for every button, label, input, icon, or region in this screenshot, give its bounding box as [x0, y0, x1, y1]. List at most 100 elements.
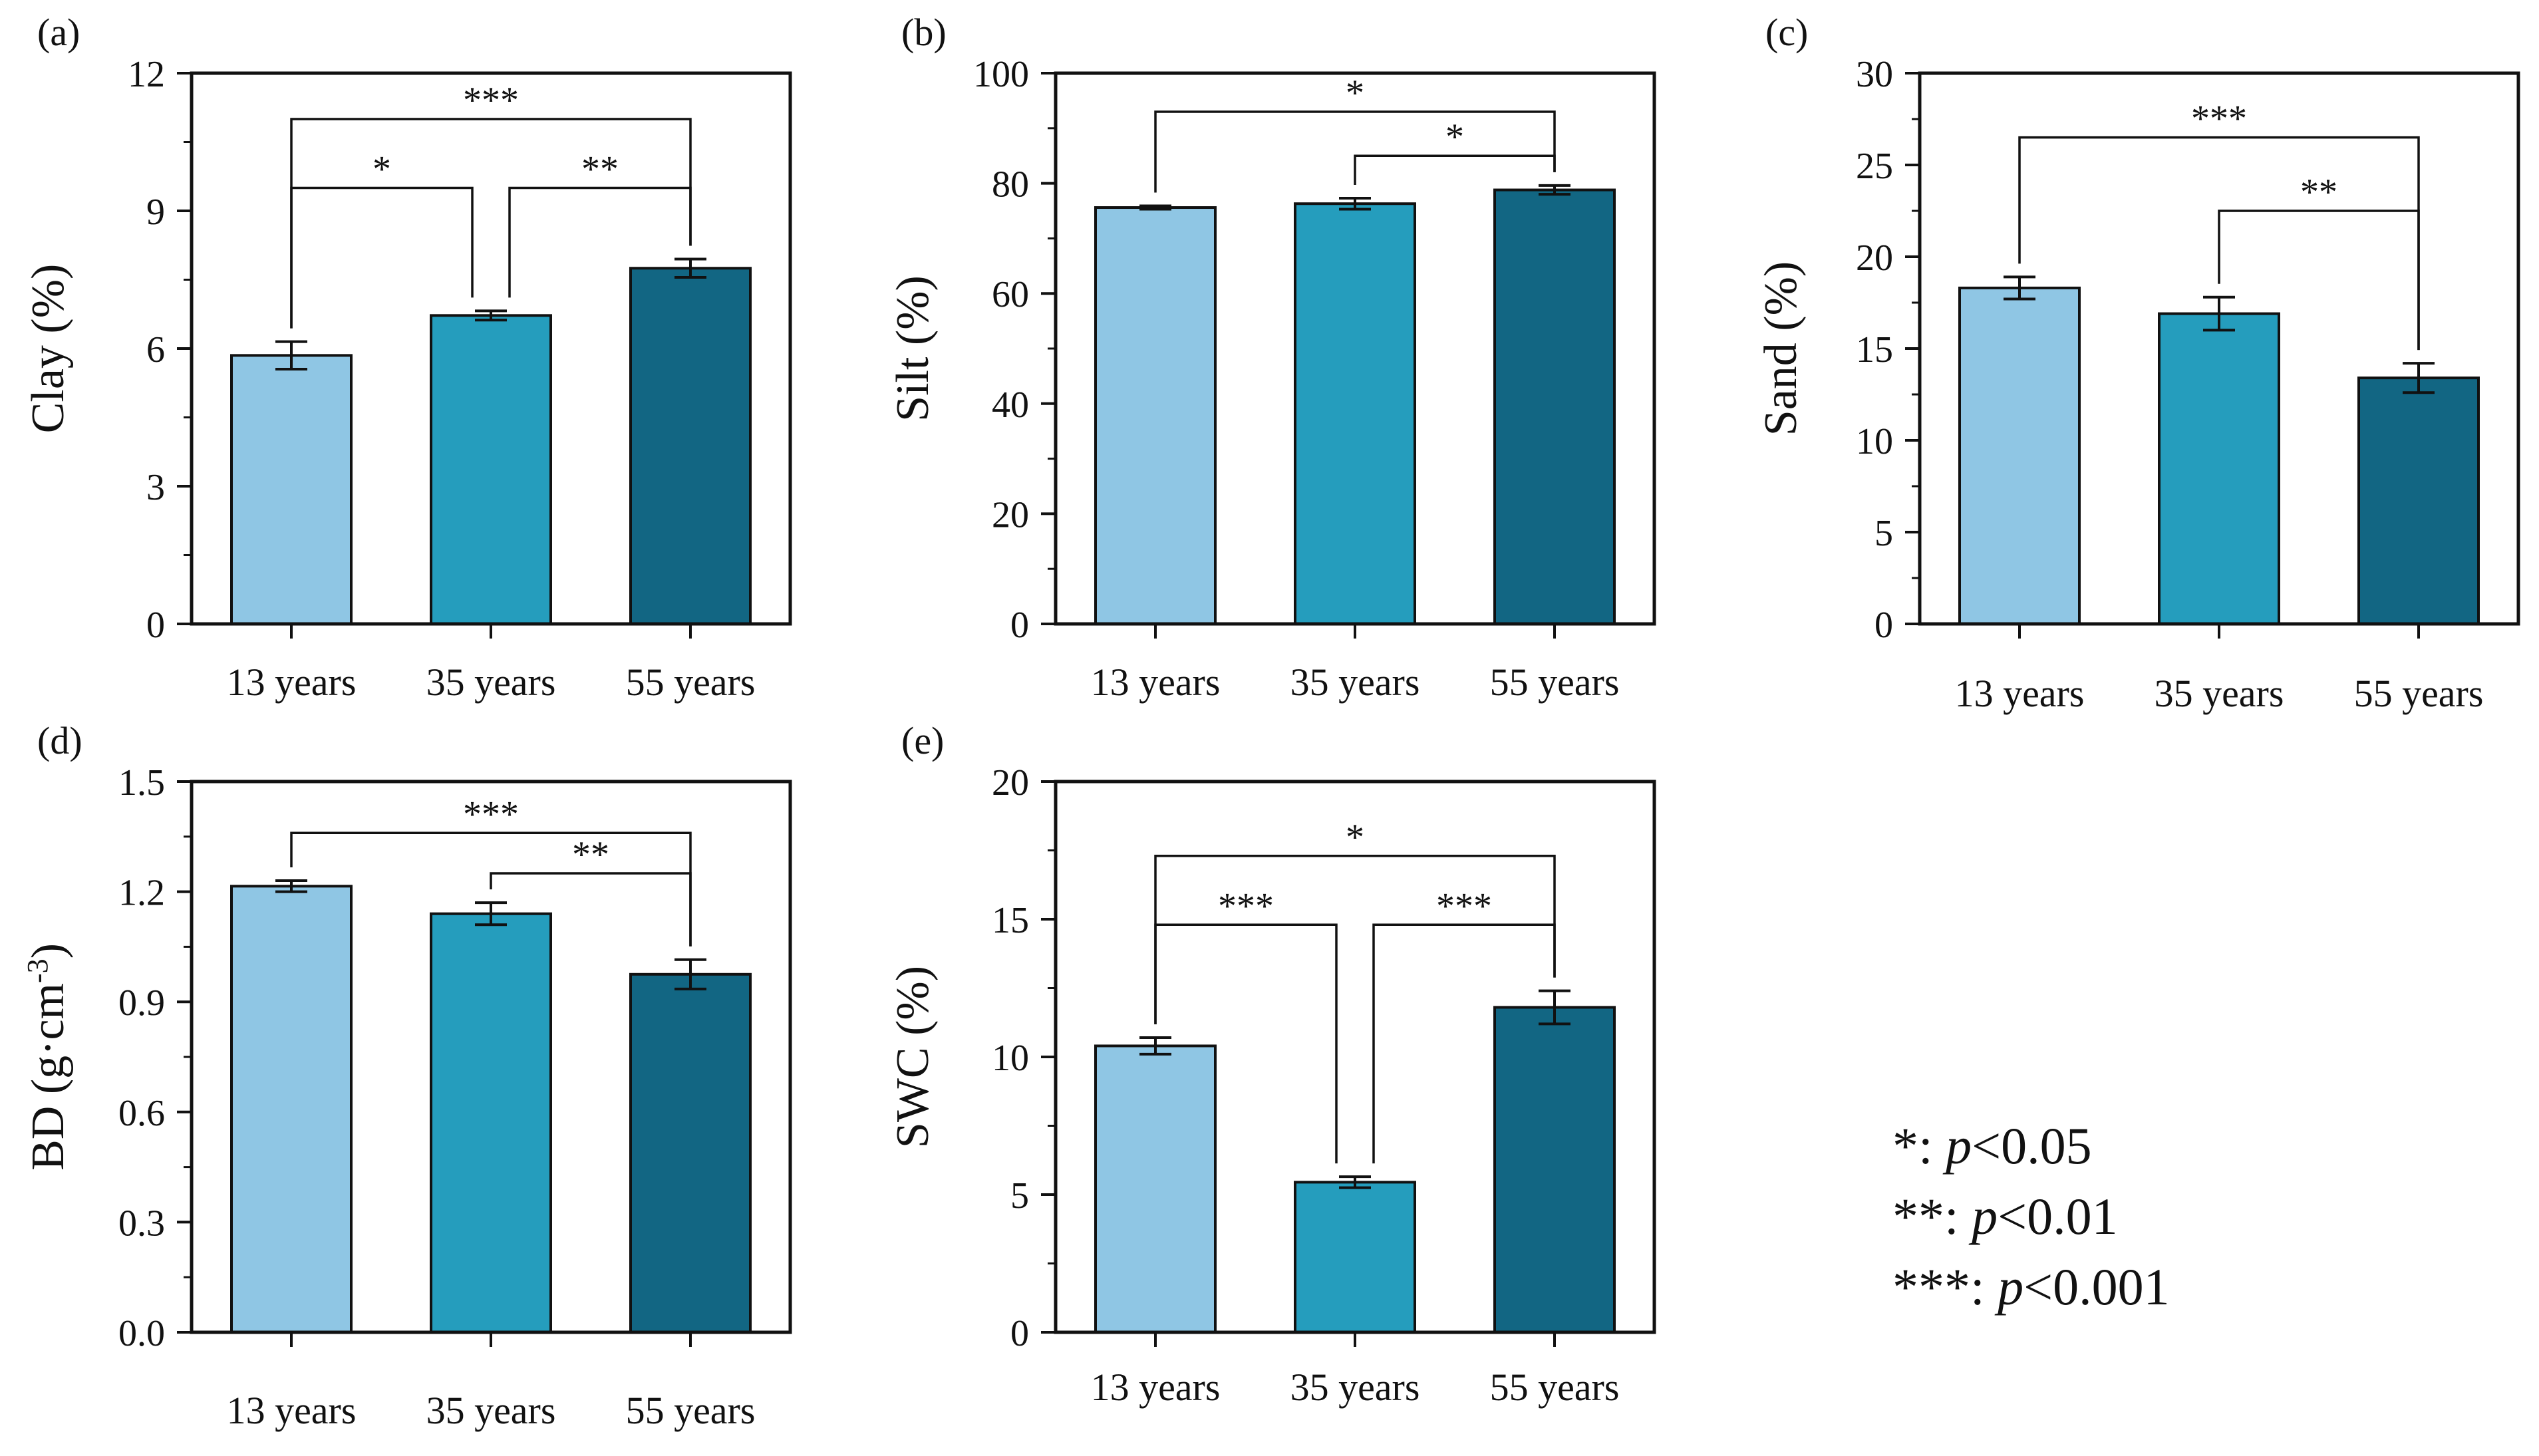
y-tick-label: 9 [146, 192, 165, 233]
significance-bracket [1354, 154, 1556, 185]
x-tick-label: 55 years [626, 660, 756, 704]
significance-bracket [2218, 210, 2420, 351]
y-axis-label: Sand (%) [1755, 261, 1807, 436]
significance-label: *** [463, 794, 519, 835]
y-tick-label: 60 [992, 274, 1029, 315]
y-axis-label-tail: ) [23, 943, 74, 958]
y-tick-label: 1.2 [118, 873, 165, 914]
significance-label: *** [2191, 98, 2247, 140]
significance-label: * [1445, 116, 1464, 158]
y-tick-label: 15 [1856, 329, 1893, 370]
significance-label: ** [572, 834, 609, 875]
significance-label: *** [463, 80, 519, 121]
y-tick-label: 0.0 [118, 1313, 165, 1354]
y-axis-label: Silt (%) [887, 275, 939, 422]
significance-label: ** [2300, 172, 2337, 213]
significance-bracket [1372, 923, 1556, 1164]
bar [430, 912, 552, 1334]
x-tick-label: 13 years [227, 1389, 357, 1432]
y-axis-label: Clay (%) [23, 264, 74, 434]
y-tick-label: 0.3 [118, 1203, 165, 1244]
y-tick-label: 20 [992, 494, 1029, 535]
y-tick-label: 0 [1874, 605, 1893, 646]
bar [1958, 286, 2081, 625]
significance-bracket [490, 872, 692, 946]
x-tick-label: 35 years [426, 1389, 556, 1432]
y-tick-label: 100 [973, 54, 1029, 95]
significance-bracket [508, 186, 692, 298]
panel-label: (d) [37, 719, 82, 762]
y-axis-label-superscript: -3 [21, 958, 54, 983]
significance-bracket [1154, 923, 1338, 1164]
x-tick-label: 13 years [1091, 660, 1221, 704]
y-tick-label: 10 [1856, 421, 1893, 462]
x-tick-label: 13 years [1955, 672, 2085, 715]
x-tick-label: 55 years [626, 1389, 756, 1432]
x-tick-label: 35 years [1290, 1366, 1420, 1409]
bar [1294, 202, 1416, 625]
significance-bracket [290, 186, 474, 329]
y-tick-label: 25 [1856, 146, 1893, 187]
y-tick-label: 3 [146, 467, 165, 508]
panel-label: (b) [901, 11, 947, 54]
significance-label: * [1346, 817, 1364, 858]
y-axis-label: SWC (%) [887, 966, 939, 1148]
chart-panel-b: (b) * * 0 20 40 60 80 100 13 years 35 years 55 year… [887, 11, 1656, 704]
y-tick-label: 80 [992, 164, 1029, 206]
y-tick-label: 0 [146, 605, 165, 646]
significance-legend: *: p<0.05 **: p<0.01 ***: p<0.001 [1892, 1111, 2170, 1322]
legend-item-p005: *: p<0.05 [1892, 1117, 2092, 1175]
x-tick-label: 13 years [227, 660, 357, 704]
bar [629, 267, 752, 625]
significance-label: ** [581, 149, 619, 190]
bar [1094, 206, 1217, 626]
x-tick-label: 35 years [2155, 672, 2284, 715]
significance-bracket [1154, 855, 1556, 1025]
y-tick-label: 0 [1010, 1313, 1029, 1354]
panel-label: (a) [37, 11, 80, 54]
bar [1493, 188, 1616, 625]
x-tick-label: 35 years [1290, 660, 1420, 704]
y-tick-label: 5 [1874, 513, 1893, 554]
y-tick-label: 30 [1856, 54, 1893, 95]
significance-label: * [1346, 73, 1364, 114]
significance-label: * [373, 149, 391, 190]
chart-panel-d: (d)*****0.00.30.60.91.21.513 years 35 yea… [21, 719, 792, 1432]
y-tick-label: 0.9 [118, 982, 165, 1024]
bar [230, 885, 353, 1334]
bar [2158, 312, 2280, 625]
panel-label: (c) [1765, 11, 1808, 54]
y-tick-label: 20 [1856, 237, 1893, 279]
x-tick-label: 55 years [1490, 1366, 1620, 1409]
bar [1294, 1181, 1416, 1334]
y-tick-label: 0.6 [118, 1093, 165, 1134]
x-tick-label: 13 years [1091, 1366, 1221, 1409]
bar [430, 314, 552, 625]
legend-item-p001: **: p<0.01 [1892, 1187, 2118, 1245]
y-tick-label: 5 [1010, 1175, 1029, 1217]
significance-label: *** [1436, 885, 1492, 927]
y-tick-label: 6 [146, 329, 165, 370]
y-tick-label: 12 [128, 54, 165, 95]
y-tick-label: 20 [992, 762, 1029, 803]
y-tick-label: 0 [1010, 605, 1029, 646]
y-tick-label: 1.5 [118, 762, 165, 803]
x-tick-label: 55 years [2354, 672, 2484, 715]
bar [1094, 1044, 1217, 1334]
significance-label: *** [1218, 885, 1274, 927]
bar [1493, 1006, 1616, 1334]
legend-item-p0001: ***: p<0.001 [1892, 1258, 2170, 1316]
significance-bracket [1154, 110, 1556, 193]
y-tick-label: 10 [992, 1038, 1029, 1079]
x-tick-label: 35 years [426, 660, 556, 704]
y-tick-label: 15 [992, 900, 1029, 941]
y-tick-label: 40 [992, 384, 1029, 426]
bar [629, 972, 752, 1334]
panel-label: (e) [901, 719, 944, 762]
y-axis-label: BD (g·cm-3) [21, 943, 75, 1171]
x-tick-label: 55 years [1490, 660, 1620, 704]
